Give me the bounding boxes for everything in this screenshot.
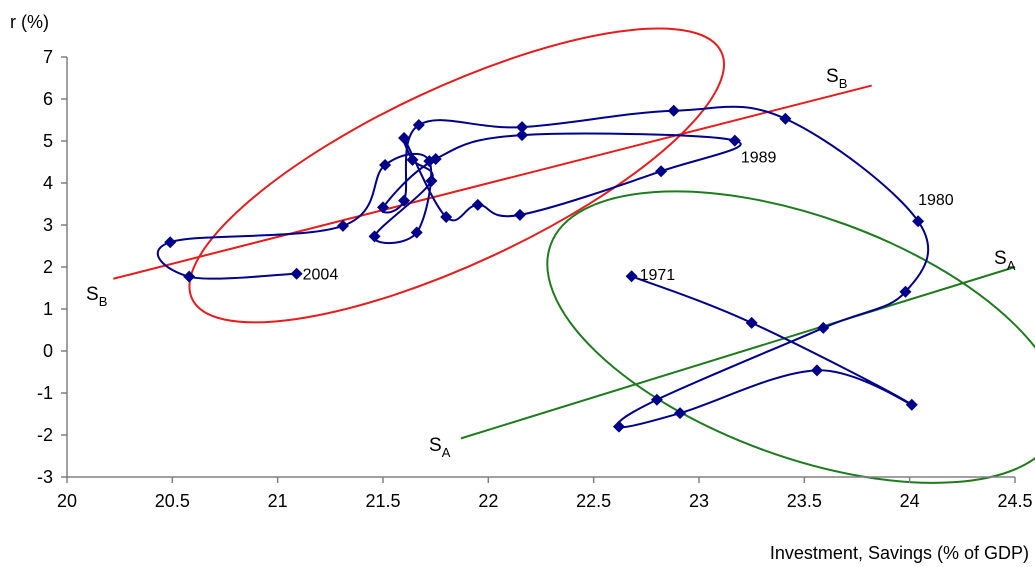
label-sb: SB (86, 284, 107, 309)
data-point (612, 420, 625, 433)
y-tick-label: -1 (37, 383, 53, 403)
data-point (471, 198, 484, 211)
year-annotation: 2004 (303, 267, 339, 284)
data-point (912, 215, 925, 228)
data-point (423, 155, 436, 168)
data-point (440, 211, 453, 224)
y-tick-label: 4 (43, 173, 53, 193)
ellipses-layer (188, 27, 1035, 484)
x-axis-title: Investment, Savings (% of GDP) (770, 543, 1029, 563)
data-point (655, 165, 668, 178)
data-point (410, 226, 423, 239)
label-sa: SA (429, 435, 451, 460)
year-annotation: 1980 (918, 192, 954, 209)
x-tick-label: 21.5 (365, 491, 400, 511)
x-tick-label: 22 (478, 491, 498, 511)
data-point (625, 270, 638, 283)
data-point (406, 153, 419, 166)
x-tick-label: 24 (900, 491, 920, 511)
data-point (290, 267, 303, 280)
y-tick-label: 7 (43, 47, 53, 67)
x-tick-label: 23.5 (787, 491, 822, 511)
data-point (667, 104, 680, 117)
y-tick-label: 0 (43, 341, 53, 361)
y-tick-label: 2 (43, 257, 53, 277)
ellipse-sa (546, 190, 1035, 484)
x-tick-label: 20 (57, 491, 77, 511)
data-point (674, 407, 687, 420)
y-tick-label: 6 (43, 89, 53, 109)
line-sa (460, 266, 1016, 440)
line-sb (113, 84, 872, 280)
x-tick-label: 20.5 (155, 491, 190, 511)
data-point (728, 134, 741, 147)
y-tick-label: 5 (43, 131, 53, 151)
ellipse-sb (188, 27, 725, 324)
data-point (425, 174, 438, 187)
schedule-lines-layer (113, 84, 1016, 440)
data-point (779, 112, 792, 125)
data-point (650, 393, 663, 406)
x-tick-label: 24.5 (997, 491, 1032, 511)
y-tick-label: 1 (43, 299, 53, 319)
data-point (516, 129, 529, 142)
data-point (817, 321, 830, 334)
x-tick-label: 22.5 (576, 491, 611, 511)
data-point (810, 364, 823, 377)
data-point (336, 219, 349, 232)
label-sb: SB (826, 66, 847, 91)
data-point (398, 194, 411, 207)
data-point (513, 208, 526, 221)
year-annotation: 1989 (741, 150, 777, 167)
data-point (412, 119, 425, 132)
data-point (899, 285, 912, 298)
y-tick-label: -2 (37, 425, 53, 445)
data-point (905, 398, 918, 411)
data-point (183, 270, 196, 283)
data-point (379, 158, 392, 171)
data-point (164, 236, 177, 249)
data-point (377, 201, 389, 214)
data-point (368, 230, 381, 243)
year-annotation: 1971 (640, 267, 676, 284)
series-layer: 1971 1980 1989 2004 (156, 104, 954, 433)
y-tick-label: -3 (37, 467, 53, 487)
x-tick-label: 21 (268, 491, 288, 511)
data-point (745, 316, 758, 329)
data-point (398, 132, 411, 145)
x-tick-label: 23 (689, 491, 709, 511)
data-point (516, 121, 529, 134)
series-line (156, 105, 930, 429)
y-axis-title: r (%) (10, 12, 49, 32)
y-tick-label: 3 (43, 215, 53, 235)
